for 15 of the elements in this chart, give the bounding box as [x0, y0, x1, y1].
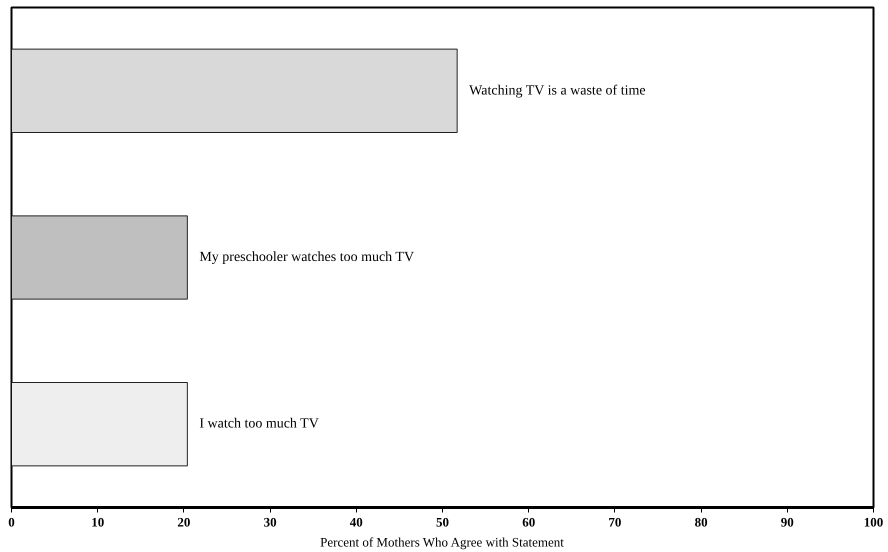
x-tick-label: 30 — [264, 514, 277, 530]
y-tick-label: I watch too much TV — [199, 416, 319, 432]
x-tick-label: 50 — [436, 514, 449, 530]
x-tick-label: 40 — [350, 514, 363, 530]
y-tick-label: My preschooler watches too much TV — [199, 250, 414, 265]
x-tick-label: 80 — [694, 514, 708, 530]
x-tick-label: 100 — [864, 514, 884, 530]
x-tick-label: 20 — [177, 514, 190, 530]
x-tick-label: 0 — [8, 514, 15, 530]
x-tick-label: 70 — [608, 514, 622, 530]
y-tick-label: Watching TV is a waste of time — [469, 83, 646, 98]
x-tick-label: 90 — [780, 514, 794, 530]
x-tick-label: 10 — [91, 514, 104, 530]
x-tick-label: 60 — [522, 514, 536, 530]
x-axis-title: Percent of Mothers Who Agree with Statement — [320, 534, 564, 550]
